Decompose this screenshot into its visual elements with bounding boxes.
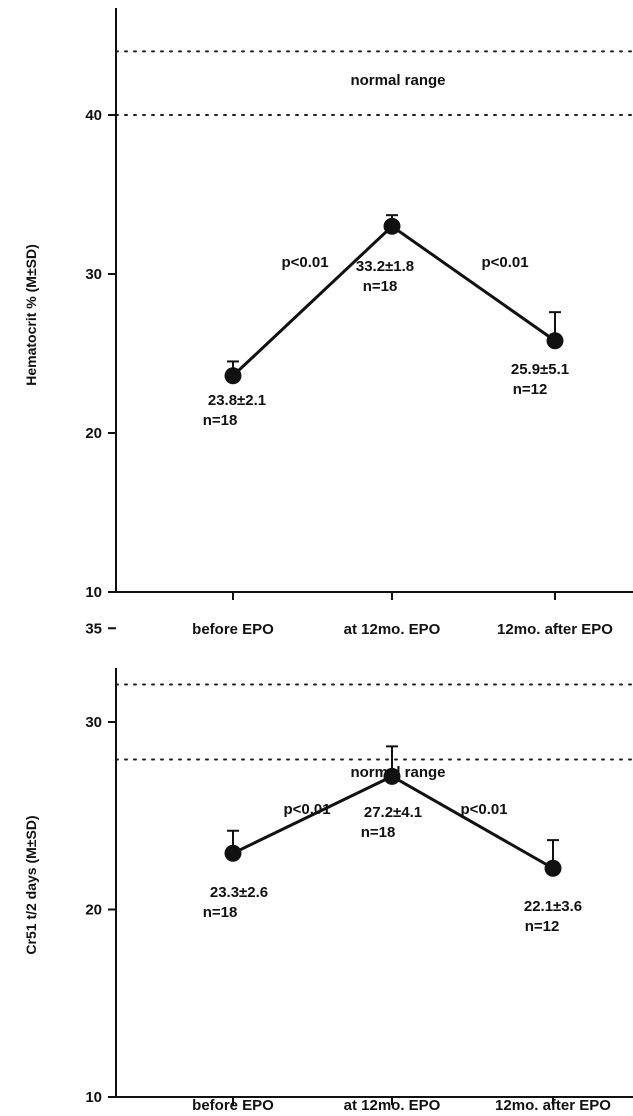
p-value-label: p<0.01 <box>281 254 328 271</box>
value-label: 27.2±4.1 <box>364 804 422 821</box>
x-tick-label: 12mo. after EPO <box>497 621 613 638</box>
p-value-label: p<0.01 <box>481 254 528 271</box>
y-tick-label: 20 <box>85 902 102 919</box>
y-tick-label: 10 <box>85 1089 102 1106</box>
x-tick-label: before EPO <box>192 621 274 638</box>
value-label: 25.9±5.1 <box>511 361 569 378</box>
n-label: n=12 <box>525 918 560 935</box>
n-label: n=18 <box>361 824 396 841</box>
data-point <box>544 859 562 877</box>
series-line <box>231 224 556 377</box>
n-label: n=18 <box>203 412 238 429</box>
y-tick-label: 20 <box>85 425 102 442</box>
y-axis-label: Cr51 t/2 days (M±SD) <box>23 815 39 954</box>
n-label: n=12 <box>513 381 548 398</box>
value-label: 23.8±2.1 <box>208 392 266 409</box>
n-label: n=18 <box>203 904 238 921</box>
p-value-label: p<0.01 <box>283 801 330 818</box>
y-axis-label: Hematocrit % (M±SD) <box>23 244 39 385</box>
normal-range-label: normal range <box>350 72 445 89</box>
x-tick-label: 12mo. after EPO <box>495 1097 611 1114</box>
y-tick-label: 10 <box>85 584 102 601</box>
y-tick-label: 30 <box>85 266 102 283</box>
value-label: 33.2±1.8 <box>356 258 414 275</box>
y-tick-label: 40 <box>85 107 102 124</box>
data-point <box>383 767 401 785</box>
data-point <box>224 844 242 862</box>
series-line <box>232 774 554 870</box>
x-tick-label: at 12mo. EPO <box>344 621 441 638</box>
y-tick-label: 30 <box>85 714 102 731</box>
data-point <box>383 217 401 235</box>
value-label: 23.3±2.6 <box>210 884 268 901</box>
x-tick-label: before EPO <box>192 1097 274 1114</box>
n-label: n=18 <box>363 278 398 295</box>
data-point <box>546 332 564 350</box>
x-tick-label: at 12mo. EPO <box>344 1097 441 1114</box>
y-tick-label: 35 <box>85 620 102 637</box>
value-label: 22.1±3.6 <box>524 898 582 915</box>
data-point <box>224 367 242 385</box>
p-value-label: p<0.01 <box>460 801 507 818</box>
